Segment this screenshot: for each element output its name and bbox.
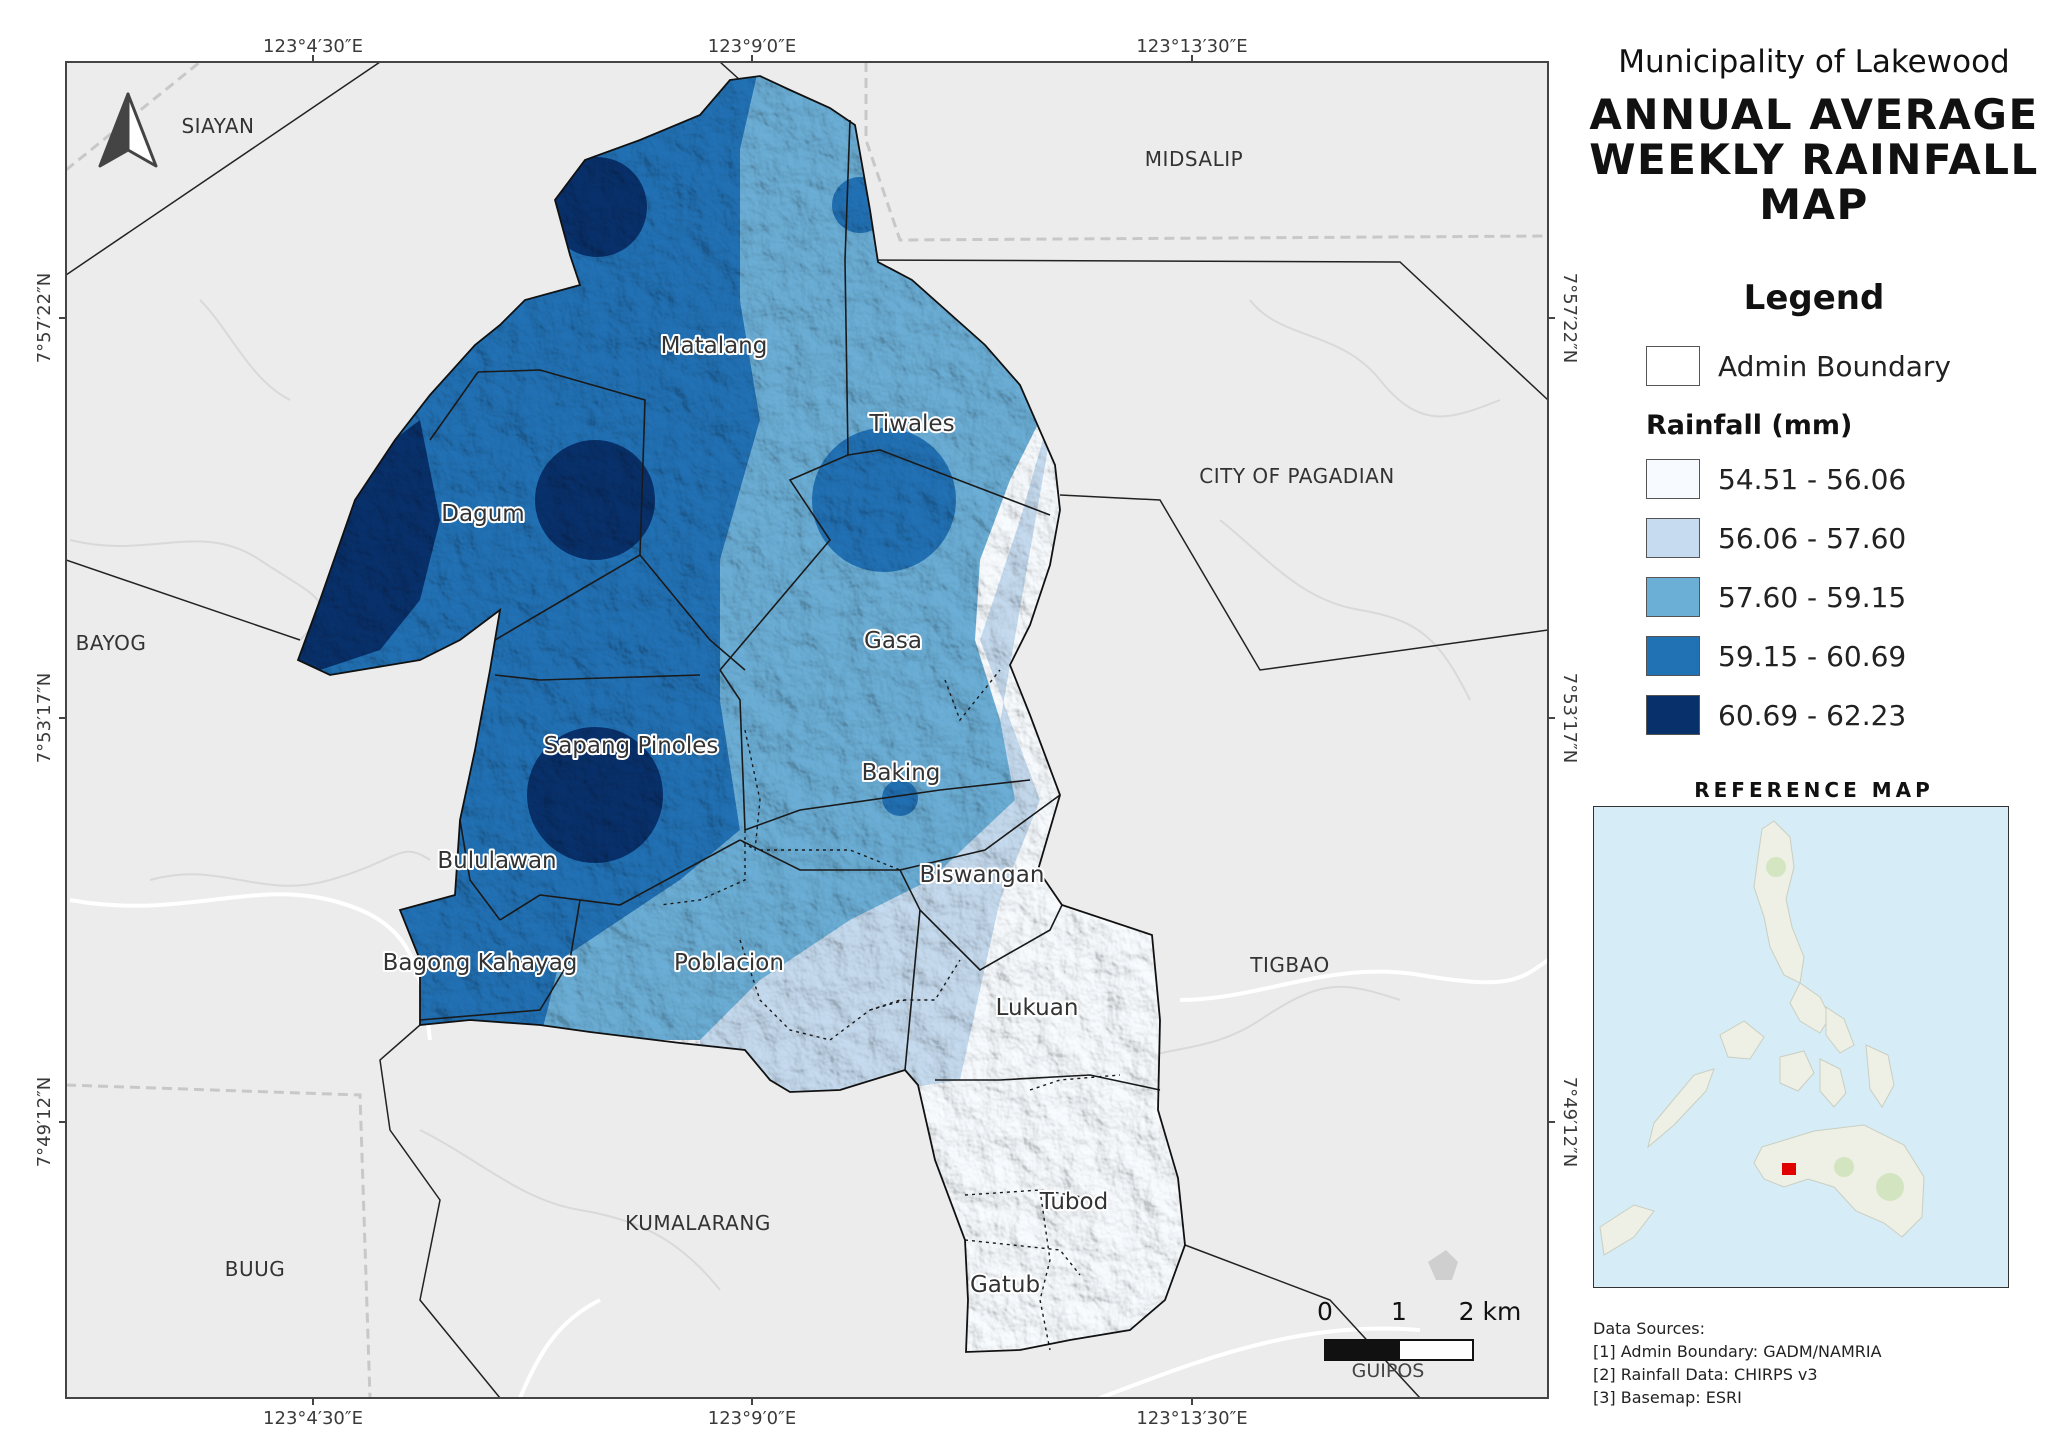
map-canvas: 123°4′30″E 123°9′0″E 123°13′30″E 123°4′3… (34, 36, 1580, 1429)
label-tigbao: TIGBAO (1249, 953, 1329, 977)
map-frame (65, 61, 1549, 1399)
legend-label-class-5: 60.69 - 62.23 (1718, 699, 1907, 732)
reference-map-title: REFERENCE MAP (1694, 778, 1934, 802)
barangay-label-sapang-pinoles: Sapang Pinoles (544, 733, 719, 759)
lat-label-left: 7°49′12″N (34, 1077, 55, 1168)
legend-label-class-3: 57.60 - 59.15 (1718, 581, 1907, 614)
municipality-outline (296, 75, 1186, 1353)
label-midsalip: MIDSALIP (1145, 147, 1243, 171)
basemap-roads (69, 892, 1548, 1398)
lake-feature (1428, 1250, 1458, 1280)
legend-title: Legend (1743, 278, 1885, 318)
barangay-label-poblacion: Poblacion (674, 950, 784, 976)
label-guipos: GUIPOS (1352, 1360, 1425, 1382)
lat-label-right: 7°57′22″N (1559, 273, 1580, 364)
barangay-label-dagum: Dagum (441, 501, 524, 527)
reference-map-graphic (1594, 807, 2008, 1287)
lon-label-bottom: 123°9′0″E (708, 1408, 796, 1429)
municipality-title: Municipality of Lakewood (1618, 44, 2010, 80)
barangay-label-matalang: Matalang (661, 333, 768, 359)
legend-rainfall-title: Rainfall (mm) (1646, 410, 1853, 441)
lat-label-right: 7°53′17″N (1559, 673, 1580, 764)
legend-label-class-4: 59.15 - 60.69 (1718, 640, 1907, 673)
data-sources: Data Sources: [1] Admin Boundary: GADM/N… (1593, 1317, 1882, 1409)
lon-label-top: 123°9′0″E (708, 36, 796, 57)
barangay-label-baking: Baking (862, 760, 941, 786)
graticule-ticks (59, 55, 1555, 1405)
data-source-item: [2] Rainfall Data: CHIRPS v3 (1593, 1365, 1818, 1384)
barangay-label-bululawan: Bululawan (437, 848, 556, 874)
barangay-boundaries (419, 119, 1161, 1091)
label-city-of-pagadian: CITY OF PAGADIAN (1199, 464, 1395, 488)
barangay-label-tiwales: Tiwales (868, 411, 954, 437)
label-buug: BUUG (225, 1257, 286, 1281)
barangay-label-biswangan: Biswangan (920, 862, 1045, 888)
lon-label-bottom: 123°4′30″E (263, 1408, 363, 1429)
barangay-label-tubod: Tubod (1039, 1189, 1108, 1215)
scale-bar-tick-1: 1 (1391, 1297, 1407, 1326)
legend-swatch-class-5 (1646, 695, 1700, 735)
lon-label-bottom: 123°13′30″E (1136, 1408, 1247, 1429)
map-title-line-1: ANNUAL AVERAGE (1589, 90, 2039, 139)
scale-bar (1324, 1339, 1474, 1361)
side-panel: Municipality of Lakewood ANNUAL AVERAGE … (1580, 0, 2048, 1448)
map-title: ANNUAL AVERAGE WEEKLY RAINFALL MAP (1580, 92, 2048, 227)
legend-label-class-2: 56.06 - 57.60 (1718, 522, 1907, 555)
legend-swatch-class-2 (1646, 518, 1700, 558)
data-source-item: [1] Admin Boundary: GADM/NAMRIA (1593, 1342, 1882, 1361)
barangay-label-bagong-kahayag: Bagong Kahayag (383, 950, 578, 976)
label-kumalarang: KUMALARANG (625, 1211, 771, 1235)
scale-bar-tick-2: 2 km (1459, 1297, 1522, 1326)
reference-map-location-marker (1782, 1163, 1796, 1175)
legend-label-admin: Admin Boundary (1718, 350, 1951, 383)
legend-swatch-class-3 (1646, 577, 1700, 617)
map-title-line-3: MAP (1759, 180, 1869, 229)
neighbor-boundaries (66, 62, 1548, 1398)
lon-label-top: 123°13′30″E (1136, 36, 1247, 57)
lat-label-right: 7°49′12″N (1559, 1077, 1580, 1168)
reference-map (1593, 806, 2009, 1288)
data-sources-title: Data Sources: (1593, 1319, 1705, 1338)
lon-label-top: 123°4′30″E (263, 36, 363, 57)
map-title-line-2: WEEKLY RAINFALL (1589, 135, 2039, 184)
north-arrow-icon (98, 92, 158, 168)
barangay-dotted-boundaries (659, 669, 1121, 1351)
legend-label-class-1: 54.51 - 56.06 (1718, 463, 1907, 496)
label-bayog: BAYOG (76, 631, 147, 655)
barangay-label-gasa: Gasa (864, 628, 922, 654)
lat-label-left: 7°57′22″N (34, 273, 55, 364)
scale-bar-tick-0: 0 (1317, 1297, 1333, 1326)
legend-swatch-class-1 (1646, 459, 1700, 499)
lat-label-left: 7°53′17″N (34, 673, 55, 764)
barangay-label-gatub: Gatub (970, 1272, 1040, 1298)
data-source-item: [3] Basemap: ESRI (1593, 1388, 1742, 1407)
legend-swatch-admin (1646, 346, 1700, 386)
barangay-label-lukuan: Lukuan (996, 995, 1079, 1021)
label-siayan: SIAYAN (181, 114, 254, 138)
legend-swatch-class-4 (1646, 636, 1700, 676)
